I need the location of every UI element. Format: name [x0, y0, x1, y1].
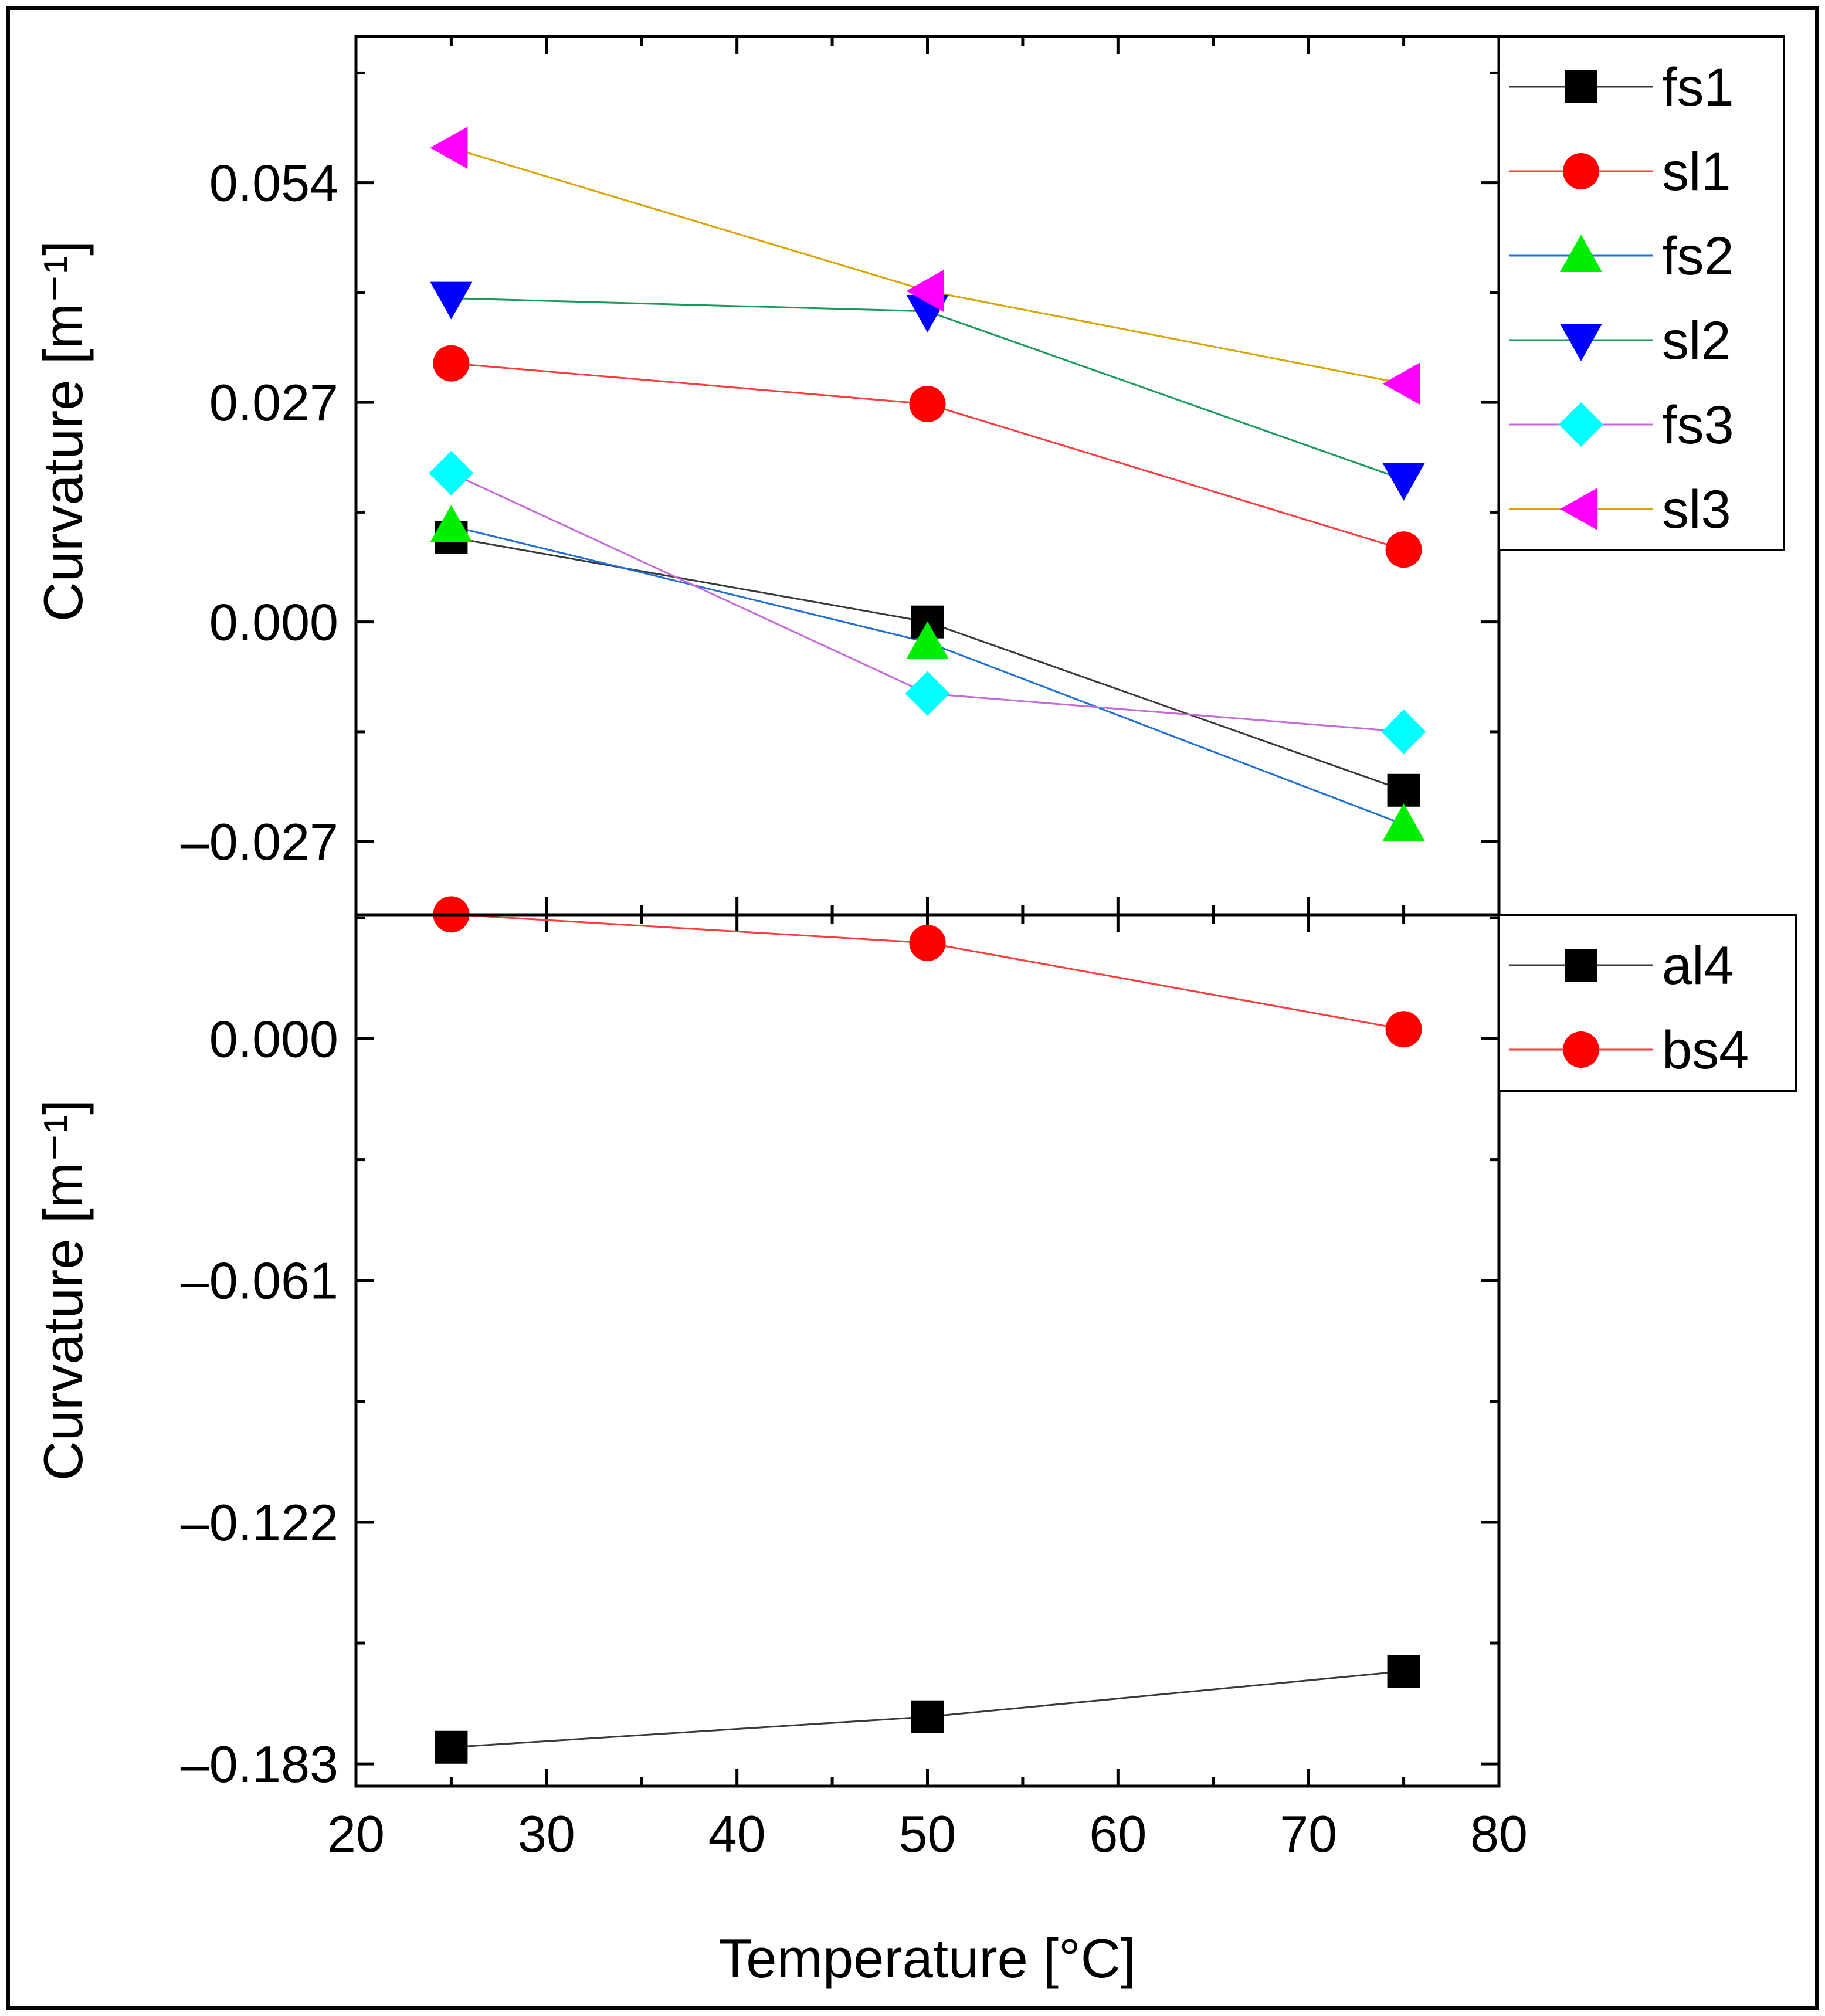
data-point-sl3 — [430, 127, 468, 169]
y-tick-label: 0.000 — [209, 1010, 338, 1068]
x-tick-label: 40 — [708, 1805, 766, 1863]
data-point-bs4 — [1385, 1011, 1422, 1048]
data-point-fs3 — [1381, 709, 1426, 754]
bottom-panel: 0.000 –0.061 –0.122 –0.183 20 30 40 50 60 70 80 C… — [32, 896, 1797, 1989]
data-point-sl1 — [1385, 531, 1422, 568]
x-tick-label: 30 — [518, 1805, 575, 1863]
y-tick-label: –0.183 — [181, 1735, 338, 1793]
y-tick-label: –0.061 — [181, 1252, 338, 1310]
data-point-al4 — [911, 1700, 944, 1733]
top-panel-series-markers — [429, 127, 1426, 841]
x-tick-label: 50 — [899, 1805, 956, 1863]
y-tick-label: –0.027 — [181, 813, 338, 871]
data-point-fs2 — [1382, 803, 1425, 841]
y-tick-label: –0.122 — [181, 1494, 338, 1552]
legend-marker-sl2 — [1560, 324, 1602, 361]
data-point-fs1 — [1387, 773, 1420, 807]
bottom-panel-y-axis-title: Curvature [m⁻¹] — [32, 1099, 94, 1481]
bottom-panel-frame — [354, 913, 1501, 1788]
legend-marker-sl3 — [1560, 488, 1597, 530]
legend-label-fs2: fs2 — [1662, 226, 1734, 286]
legend-marker-fs1 — [1565, 70, 1597, 103]
legend-box — [1498, 35, 1785, 551]
y-tick-label: 0.027 — [209, 374, 338, 432]
x-tick-label: 80 — [1470, 1805, 1528, 1863]
top-panel-legend: fs1 sl1 fs2 sl2 fs3 sl3 — [1498, 35, 1785, 551]
legend-label-fs3: fs3 — [1662, 395, 1734, 455]
bottom-panel-y-tick-labels: 0.000 –0.061 –0.122 –0.183 — [181, 1010, 338, 1794]
y-tick-label: 0.054 — [209, 154, 338, 212]
data-point-sl2 — [1382, 463, 1425, 501]
legend-marker-bs4 — [1563, 1031, 1599, 1068]
legend-marker-fs3 — [1559, 402, 1603, 447]
data-point-fs3 — [905, 671, 950, 716]
legend-label-fs1: fs1 — [1662, 57, 1734, 117]
x-tick-label: 70 — [1280, 1805, 1337, 1863]
top-panel: 0.054 0.027 0.000 –0.027 Curvature [m⁻¹] fs… — [32, 35, 1785, 917]
top-panel-y-axis-title: Curvature [m⁻¹] — [32, 240, 94, 622]
data-point-fs2 — [430, 504, 473, 542]
x-axis-title: Temperature [°C] — [718, 1927, 1136, 1989]
data-point-bs4 — [909, 924, 946, 961]
legend-marker-al4 — [1565, 949, 1597, 982]
legend-marker-fs2 — [1560, 235, 1602, 272]
x-tick-label: 20 — [327, 1805, 385, 1863]
data-point-sl2 — [430, 281, 473, 320]
data-point-sl1 — [909, 385, 946, 422]
bottom-panel-x-tick-labels: 20 30 40 50 60 70 80 — [327, 1805, 1528, 1863]
data-point-sl3 — [1382, 362, 1420, 405]
y-tick-label: 0.000 — [209, 593, 338, 651]
legend-label-sl2: sl2 — [1662, 311, 1731, 371]
x-tick-label: 60 — [1089, 1805, 1146, 1863]
legend-label-sl3: sl3 — [1662, 480, 1731, 539]
data-point-fs3 — [429, 450, 474, 495]
data-point-sl1 — [433, 345, 470, 382]
data-point-al4 — [1387, 1655, 1420, 1688]
legend-marker-sl1 — [1563, 153, 1599, 189]
data-point-sl3 — [906, 270, 944, 313]
legend-label-al4: al4 — [1662, 936, 1734, 996]
legend-label-sl1: sl1 — [1662, 142, 1731, 202]
legend-box — [1498, 914, 1797, 1092]
data-point-al4 — [435, 1730, 468, 1764]
legend-label-bs4: bs4 — [1662, 1020, 1749, 1080]
data-point-fs2 — [906, 621, 949, 659]
top-panel-y-tick-labels: 0.054 0.027 0.000 –0.027 — [181, 154, 338, 871]
